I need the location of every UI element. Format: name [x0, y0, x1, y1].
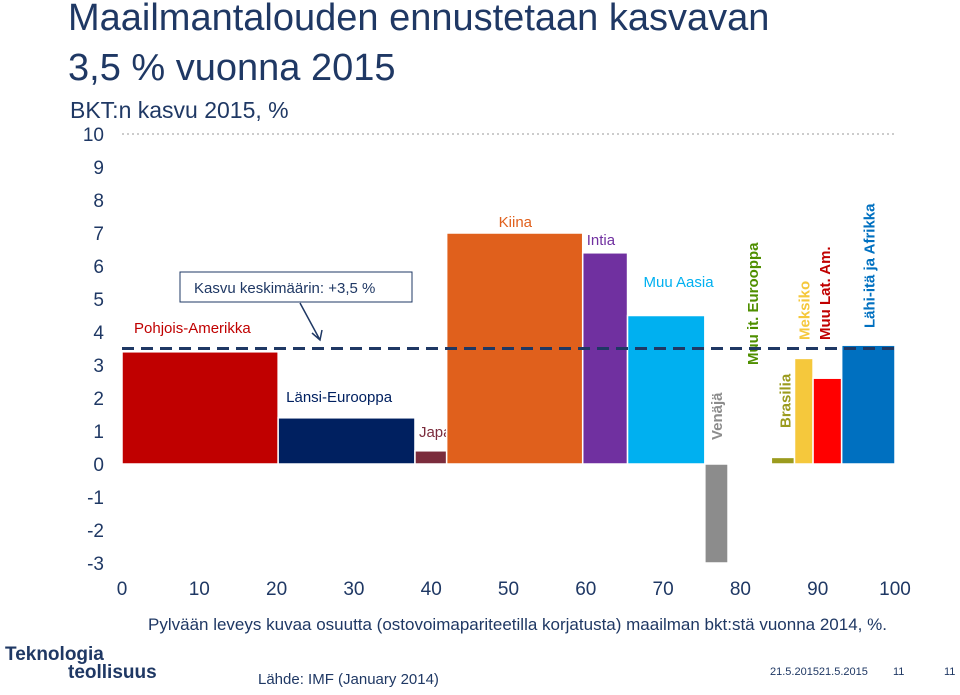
y-tick-label: 9 [93, 158, 104, 179]
chart-title: 3,5 % vuonna 2015 [68, 47, 396, 89]
page-number: 11 [893, 666, 904, 678]
y-tick-label: 1 [93, 422, 104, 443]
x-tick-label: 20 [266, 579, 287, 600]
chart-title: Maailmantalouden ennustetaan kasvavan [68, 0, 769, 39]
bar [121, 351, 279, 465]
x-tick-label: 80 [730, 579, 751, 600]
x-tick-label: 50 [498, 579, 519, 600]
page-number: 11 [944, 666, 955, 678]
bar-label: Brasilia [777, 373, 794, 428]
logo: Teknologia [5, 644, 104, 665]
y-tick-label: 6 [93, 257, 104, 278]
y-tick-label: -1 [87, 488, 104, 509]
bar-label: Venäjä [709, 392, 726, 440]
annotation-box [179, 271, 413, 303]
bar [581, 252, 629, 465]
y-tick-label: -2 [87, 521, 104, 542]
bar [840, 344, 896, 465]
x-tick-label: 0 [117, 579, 128, 600]
x-tick-label: 90 [807, 579, 828, 600]
y-tick-label: 3 [93, 356, 104, 377]
bar-label: Muu Lat. Am. [817, 246, 834, 340]
bar-label: Muu it. Eurooppa [745, 242, 762, 365]
annotation: Kasvu keskimäärin: +3,5 % [194, 280, 375, 297]
logo: teollisuus [68, 662, 157, 683]
y-tick-label: 7 [93, 224, 104, 245]
bar [812, 377, 843, 465]
y-tick-label: 10 [83, 125, 104, 146]
x-tick-label: 40 [421, 579, 442, 600]
y-tick-label: -3 [87, 554, 104, 575]
bar-label: Meksiko [797, 281, 814, 340]
bar [626, 314, 706, 465]
y-tick-label: 0 [93, 455, 104, 476]
bar-label: Intia [587, 232, 616, 249]
x-tick-label: 10 [189, 579, 210, 600]
bar-label: Länsi-Eurooppa [286, 389, 393, 406]
footnote: Pylvään leveys kuvaa osuutta (ostovoimap… [148, 615, 887, 634]
y-tick-label: 4 [93, 323, 104, 344]
x-tick-label: 60 [575, 579, 596, 600]
y-tick-label: 2 [93, 389, 104, 410]
bar [727, 367, 773, 465]
x-tick-label: 70 [653, 579, 674, 600]
bar [414, 450, 448, 465]
y-tick-label: 8 [93, 191, 104, 212]
y-tick-label: 5 [93, 290, 104, 311]
date: 21.5.201521.5.2015 [770, 666, 868, 678]
bar [277, 417, 416, 465]
x-tick-label: 100 [879, 579, 911, 600]
bar [770, 456, 796, 465]
bar [704, 463, 729, 564]
source: Lähde: IMF (January 2014) [258, 671, 439, 688]
chart-subtitle: BKT:n kasvu 2015, % [70, 97, 289, 123]
x-tick-label: 30 [343, 579, 364, 600]
bar-label: Lähi-itä ja Afrikka [862, 203, 879, 328]
bar-label: Muu Aasia [644, 274, 715, 291]
bar [793, 357, 814, 465]
bar-label: Kiina [499, 214, 533, 231]
annotation-arrow [299, 302, 323, 342]
bar-label: Pohjois-Amerikka [134, 320, 251, 337]
